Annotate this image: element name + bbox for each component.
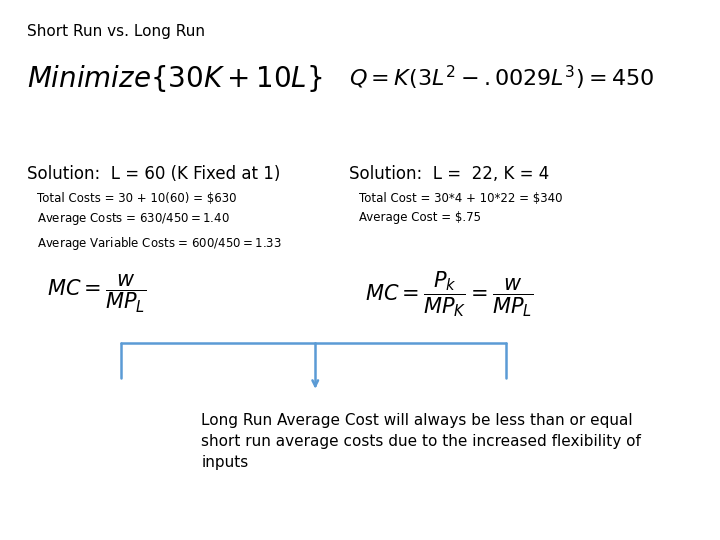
Text: Solution:  L = 60 (K Fixed at 1): Solution: L = 60 (K Fixed at 1) bbox=[27, 165, 280, 183]
Text: Long Run Average Cost will always be less than or equal
short run average costs : Long Run Average Cost will always be les… bbox=[201, 413, 641, 470]
Text: $\mathit{Minimize}\{30K+10L\}$: $\mathit{Minimize}\{30K+10L\}$ bbox=[27, 63, 323, 94]
Text: Short Run vs. Long Run: Short Run vs. Long Run bbox=[27, 24, 204, 39]
Text: $MC = \dfrac{w}{MP_L}$: $MC = \dfrac{w}{MP_L}$ bbox=[48, 273, 147, 315]
Text: Solution:  L =  22, K = 4: Solution: L = 22, K = 4 bbox=[348, 165, 549, 183]
Text: Total Costs = 30 + 10(60) = $630
Average Costs = $630/450 = $1.40
Average Variab: Total Costs = 30 + 10(60) = $630 Average… bbox=[37, 192, 282, 252]
Text: $MC = \dfrac{P_k}{MP_K} = \dfrac{w}{MP_L}$: $MC = \dfrac{P_k}{MP_K} = \dfrac{w}{MP_L… bbox=[365, 269, 534, 319]
Text: $Q = K\left(3L^{2}-.0029L^{3}\right)=450$: $Q = K\left(3L^{2}-.0029L^{3}\right)=450… bbox=[348, 64, 654, 92]
Text: Total Cost = 30*4 + 10*22 = $340
Average Cost = $.75: Total Cost = 30*4 + 10*22 = $340 Average… bbox=[359, 192, 562, 224]
